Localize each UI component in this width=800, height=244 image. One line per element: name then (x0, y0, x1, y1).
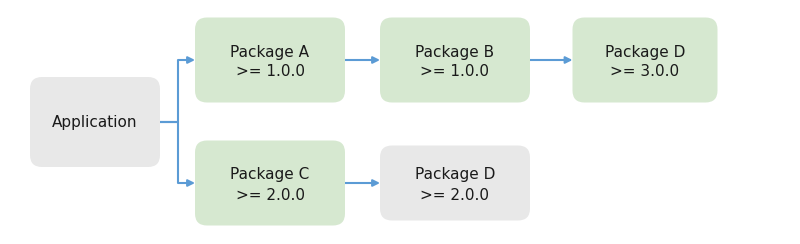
FancyBboxPatch shape (195, 141, 345, 225)
FancyBboxPatch shape (30, 77, 160, 167)
Text: >= 2.0.0: >= 2.0.0 (235, 187, 305, 203)
Text: Package C: Package C (230, 167, 310, 183)
Text: Package D: Package D (415, 167, 495, 183)
Text: >= 1.0.0: >= 1.0.0 (235, 64, 305, 80)
Text: >= 2.0.0: >= 2.0.0 (421, 187, 490, 203)
FancyBboxPatch shape (573, 18, 718, 102)
Text: Package B: Package B (415, 44, 494, 60)
Text: >= 3.0.0: >= 3.0.0 (610, 64, 679, 80)
Text: >= 1.0.0: >= 1.0.0 (421, 64, 490, 80)
Text: Application: Application (52, 114, 138, 130)
FancyBboxPatch shape (380, 18, 530, 102)
Text: Package D: Package D (605, 44, 685, 60)
Text: Package A: Package A (230, 44, 310, 60)
FancyBboxPatch shape (380, 145, 530, 221)
FancyBboxPatch shape (195, 18, 345, 102)
